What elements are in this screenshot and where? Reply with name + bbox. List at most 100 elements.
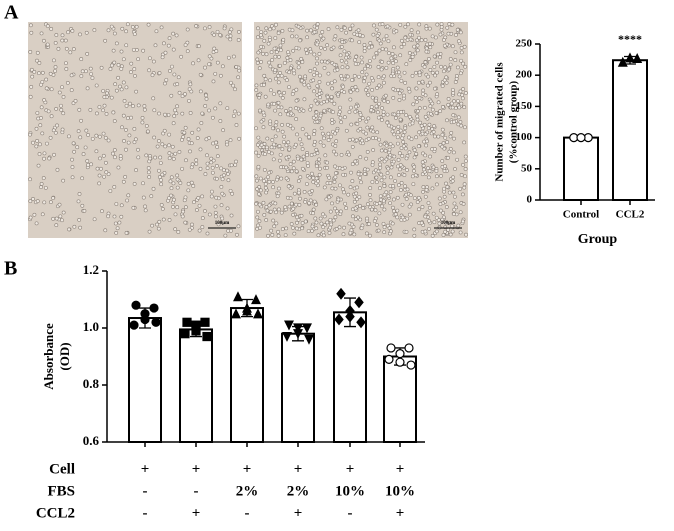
cell: [311, 78, 316, 83]
cell: [94, 83, 99, 88]
cell: [430, 107, 435, 112]
cell: [28, 94, 33, 99]
cell: [161, 217, 166, 222]
cell: [461, 61, 465, 66]
cell: [395, 215, 400, 220]
cell: [417, 130, 422, 135]
cell: [332, 62, 337, 67]
cell: [329, 222, 334, 227]
cell: [270, 126, 275, 131]
cell: [364, 231, 369, 236]
cell: [261, 200, 266, 205]
cell: [277, 55, 281, 59]
cell: [284, 155, 289, 160]
cell: [292, 231, 297, 236]
cell: [345, 65, 350, 70]
cell: [134, 24, 139, 29]
cell: [407, 212, 412, 217]
cell: [383, 93, 388, 98]
cell: [259, 59, 264, 64]
cell: [103, 160, 108, 165]
cell: [442, 186, 446, 191]
cell: [342, 190, 346, 195]
cell: [183, 92, 187, 96]
cell: [262, 167, 267, 172]
cell: [39, 105, 44, 110]
cell: [353, 206, 358, 211]
cell: [392, 209, 396, 214]
cell: [298, 175, 303, 180]
cell: [332, 37, 337, 42]
cell: [259, 44, 263, 49]
cell: [273, 68, 278, 73]
cell: [157, 219, 162, 224]
cell: [319, 221, 324, 226]
cell: [114, 202, 119, 206]
cell: [382, 192, 387, 197]
data-point: [304, 334, 314, 345]
cell: [452, 194, 457, 199]
cell: [167, 156, 172, 161]
cell: [229, 213, 234, 218]
cell: [132, 32, 137, 36]
cell: [322, 108, 327, 113]
cell: [124, 85, 129, 90]
cell: [228, 34, 233, 38]
cell: [280, 95, 285, 100]
cell: [77, 218, 82, 222]
cell: [352, 232, 357, 237]
cell: [254, 83, 259, 88]
cell: [219, 184, 224, 189]
cell: [434, 169, 439, 173]
cell: [334, 139, 339, 144]
cell: [124, 43, 129, 48]
cell: [422, 122, 427, 127]
cell: [183, 43, 188, 47]
cell: [314, 176, 319, 181]
cell: [353, 85, 358, 89]
cell: [360, 34, 365, 39]
cell: [399, 78, 404, 83]
cell: [171, 156, 176, 161]
cell: [463, 125, 467, 130]
cell: [106, 28, 111, 33]
cell: [205, 153, 209, 158]
cell: [450, 105, 455, 110]
cell: [42, 151, 47, 156]
cell: [269, 151, 274, 156]
cell: [447, 149, 452, 154]
cell: [356, 171, 361, 176]
cell: [49, 200, 53, 205]
cell: [423, 60, 428, 65]
cell: [461, 87, 466, 91]
cell: [220, 216, 225, 221]
cell: [445, 140, 450, 144]
bar: [333, 311, 367, 444]
cell: [198, 72, 203, 77]
cell: [442, 43, 447, 48]
cell: [51, 196, 55, 200]
cell: [391, 61, 396, 65]
bar: [128, 317, 162, 443]
cell: [228, 80, 233, 85]
cell: [267, 170, 272, 175]
cell: [213, 210, 218, 215]
cell: [428, 80, 432, 85]
cell: [167, 132, 172, 137]
cell: [77, 107, 82, 112]
cell: [379, 118, 384, 122]
cell: [282, 134, 287, 139]
cell: [427, 205, 432, 210]
cell: [167, 143, 171, 148]
cell: [59, 108, 64, 112]
cell: [182, 130, 187, 135]
data-point: [129, 320, 139, 330]
table-cell: +: [396, 505, 405, 521]
cell: [126, 140, 131, 145]
cell: [396, 87, 400, 92]
cell: [49, 114, 54, 119]
cell: [308, 107, 313, 112]
cell: [261, 51, 265, 56]
cell: [438, 208, 443, 213]
cell: [272, 207, 277, 212]
